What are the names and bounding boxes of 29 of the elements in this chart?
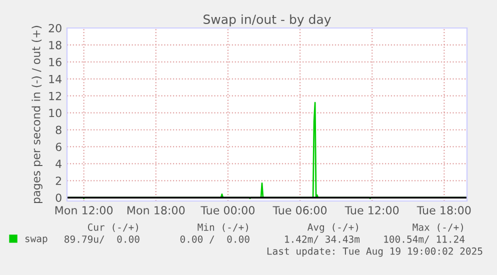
y-tick-label: 2 [56, 176, 62, 185]
y-tick-label: 12 [49, 92, 62, 100]
y-tick-label: 6 [56, 142, 62, 152]
y-tick-label: 4 [56, 160, 62, 168]
text: 100.54m/ 11.24 [384, 235, 465, 244]
y-tick-label: 20 [48, 24, 62, 32]
y-axis-title: pages per second in (-) / out (+) [32, 26, 42, 204]
y-tick-label: 0 [56, 194, 62, 202]
text: 1.42m/ 34.43m [285, 235, 360, 244]
x-tick-label: Tue 00:00 [200, 206, 254, 214]
text: 89.79u/ 0.00 [64, 235, 140, 244]
text: Max (-/+) [412, 223, 463, 232]
text: Last update: Tue Aug 19 19:00:02 2025 [267, 247, 482, 257]
y-tick-label: 10 [49, 108, 62, 118]
y-tick-label: 16 [49, 58, 62, 66]
y-tick-label: 18 [49, 40, 62, 50]
text: Cur (-/+) [88, 223, 138, 232]
legend-label: swap [25, 236, 48, 244]
text: 0.00 / 0.00 [180, 235, 250, 244]
x-tick-label: Tue 12:00 [344, 206, 399, 214]
text: Min (-/+) [198, 223, 248, 232]
x-tick-label: Mon 12:00 [55, 206, 113, 214]
y-tick-label: 14 [49, 75, 62, 84]
x-tick-label: Mon 18:00 [127, 206, 185, 214]
chart-title: Swap in/out - by day [204, 14, 331, 26]
y-tick-label: 8 [56, 126, 62, 134]
x-tick-label: Tue 06:00 [272, 206, 327, 214]
text: Avg (-/+) [308, 223, 358, 233]
x-tick-label: Tue 18:00 [416, 206, 471, 214]
